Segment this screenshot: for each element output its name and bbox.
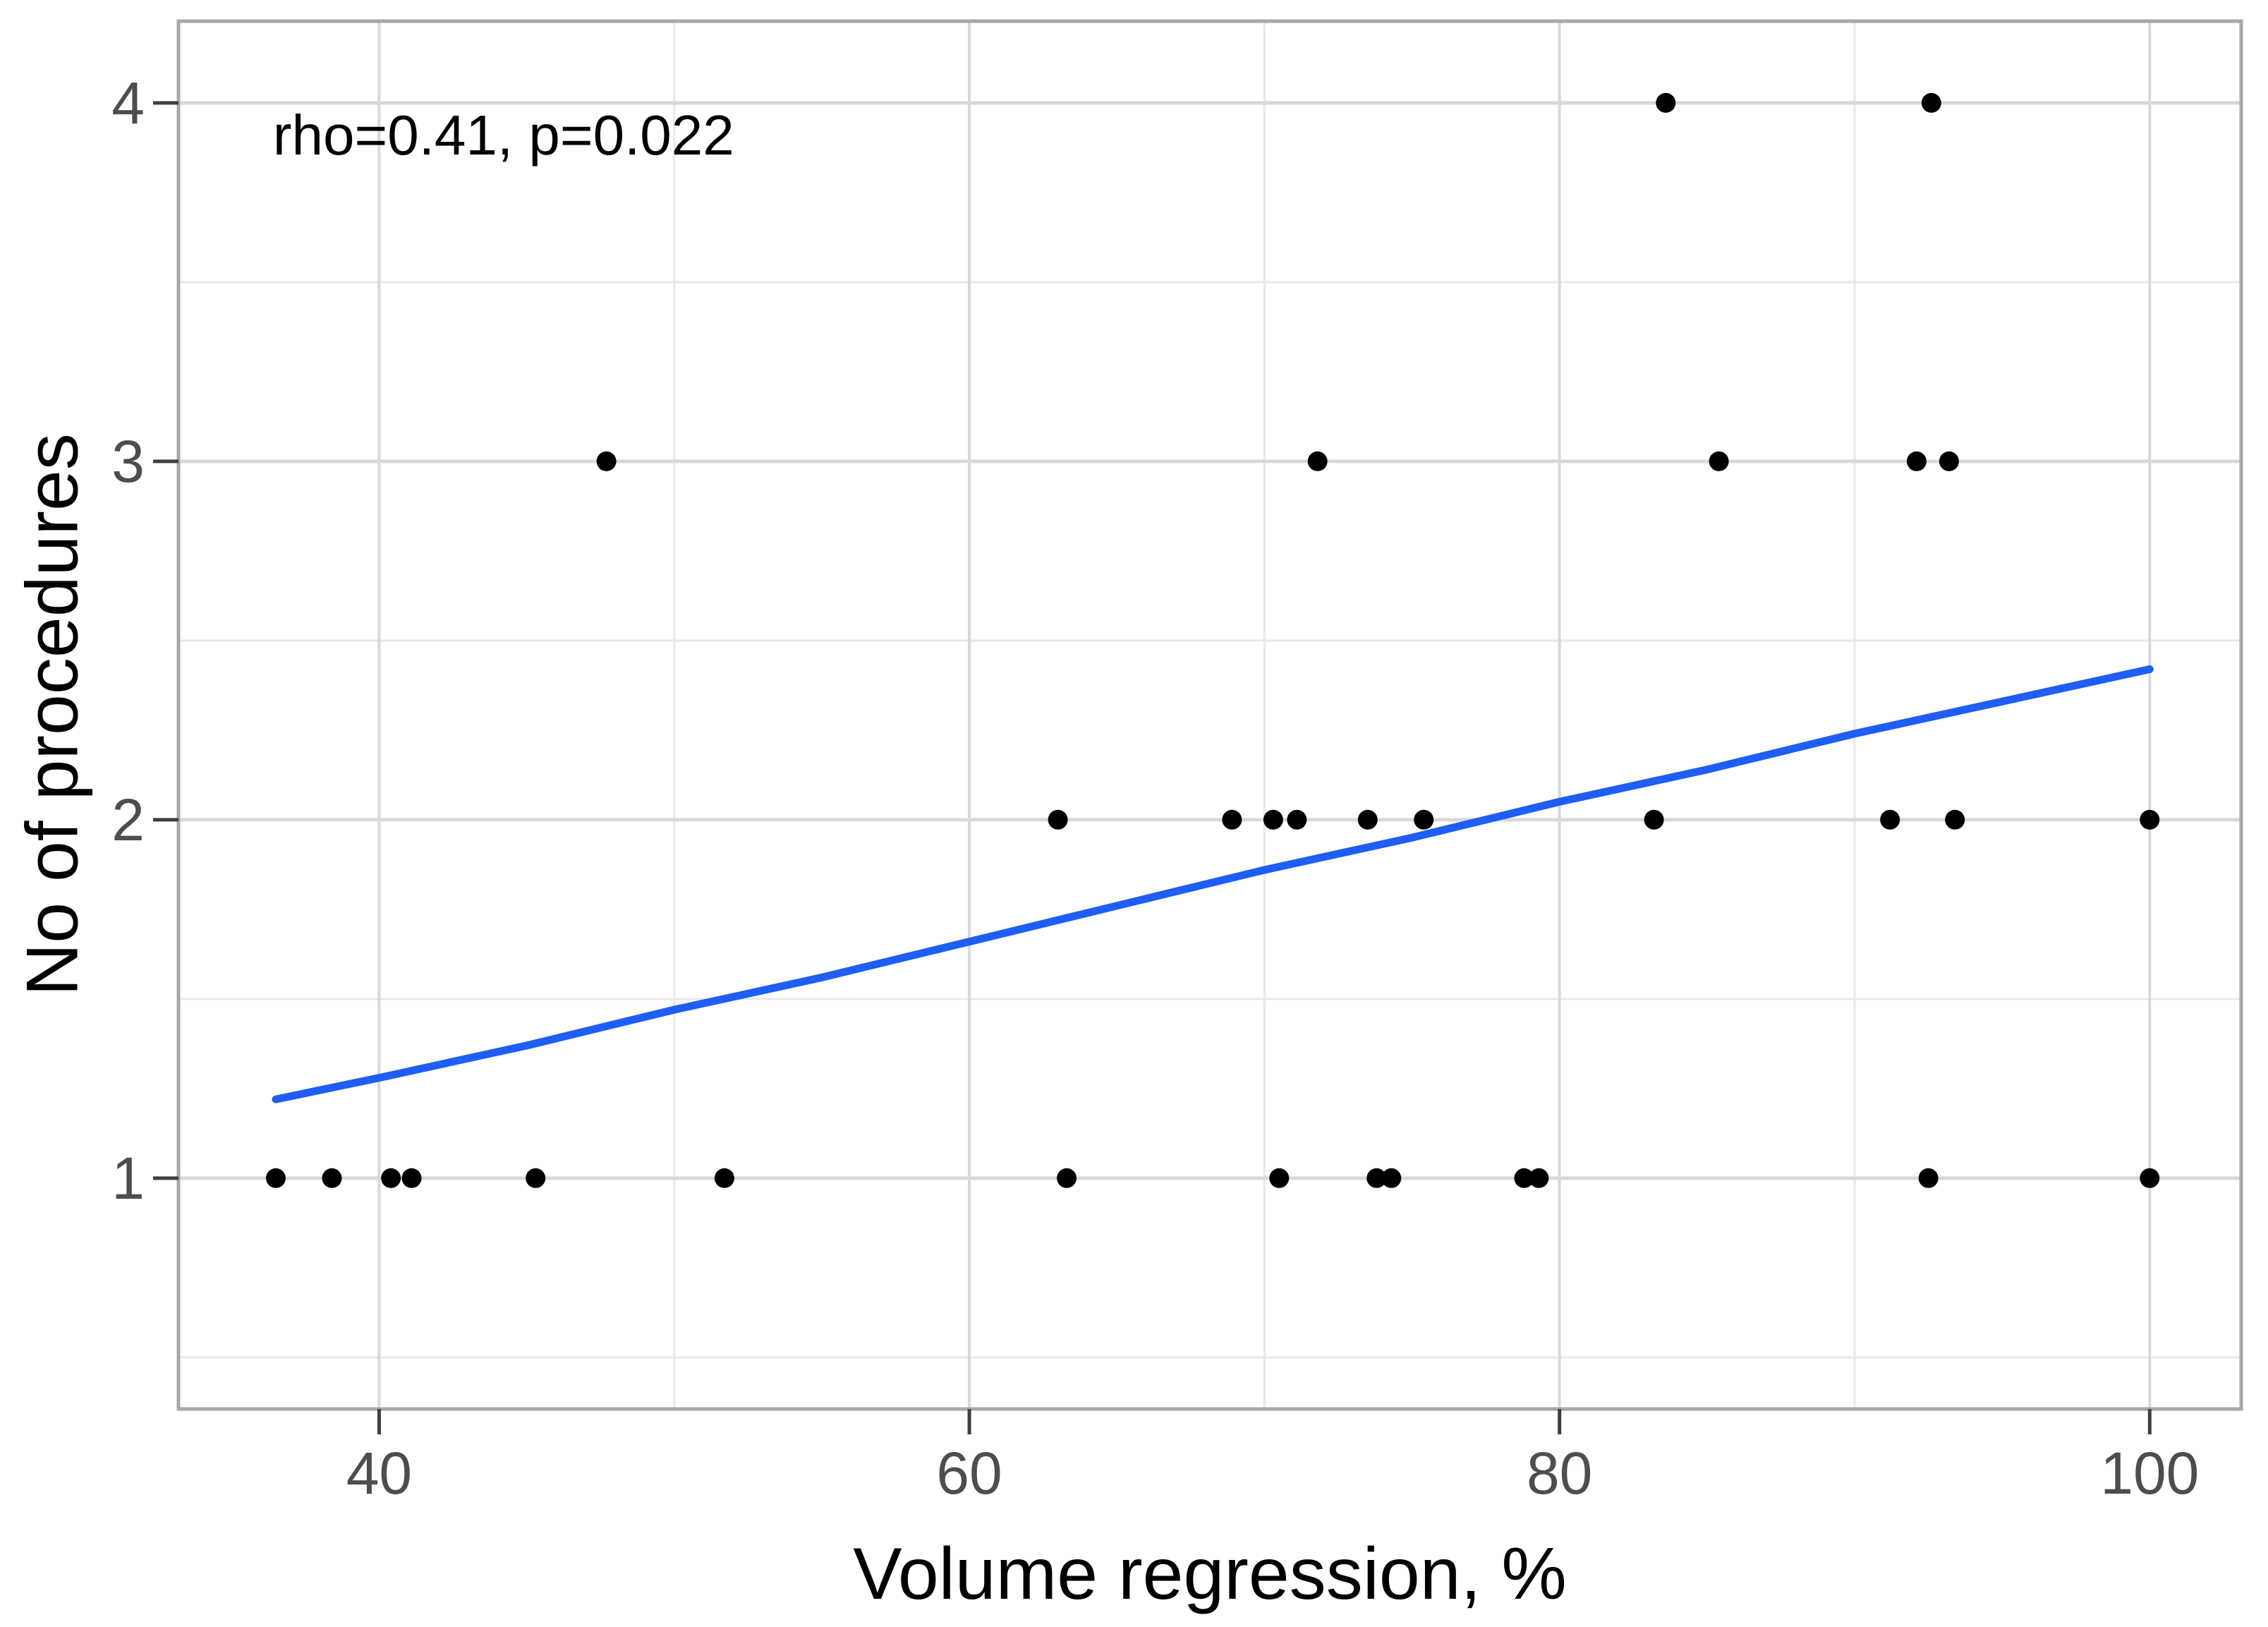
correlation-annotation: rho=0.41, p=0.022	[272, 103, 734, 167]
y-tick-label: 2	[111, 787, 145, 853]
data-point	[1366, 1168, 1387, 1188]
data-point	[1222, 809, 1242, 830]
y-axis-title: No of procedures	[11, 433, 94, 996]
data-point	[1048, 809, 1068, 830]
data-point	[1287, 809, 1307, 830]
data-point	[526, 1168, 546, 1188]
data-point	[1357, 809, 1378, 830]
data-point	[322, 1168, 342, 1188]
data-point	[714, 1168, 734, 1188]
data-point	[2140, 1168, 2160, 1188]
x-tick-label: 40	[346, 1440, 412, 1506]
data-point	[1529, 1168, 1549, 1188]
x-tick-label: 80	[1527, 1440, 1592, 1506]
x-axis-title: Volume regression, %	[853, 1533, 1567, 1615]
trend-line	[272, 665, 2154, 1103]
y-tick-label: 4	[111, 70, 145, 136]
data-point	[1263, 809, 1283, 830]
data-point	[381, 1168, 401, 1188]
data-point	[266, 1168, 286, 1188]
y-tick-label: 1	[111, 1145, 145, 1211]
data-point	[2140, 809, 2160, 830]
data-point	[1381, 1168, 1402, 1188]
y-tick-label: 3	[111, 428, 145, 495]
data-point	[1921, 92, 1941, 113]
data-point	[1939, 451, 1959, 471]
data-point	[1945, 809, 1965, 830]
data-point	[1906, 451, 1927, 471]
data-point	[1307, 451, 1328, 471]
data-point	[1514, 1168, 1534, 1188]
panel-border	[176, 19, 2243, 1411]
data-point	[1644, 809, 1664, 830]
x-tick-label: 60	[936, 1440, 1002, 1506]
data-point	[1880, 809, 1900, 830]
data-point	[1269, 1168, 1290, 1188]
data-point	[1414, 809, 1434, 830]
x-tick-label: 100	[2100, 1440, 2199, 1506]
data-point	[1656, 92, 1676, 113]
data-point	[596, 451, 617, 471]
data-point	[1918, 1168, 1939, 1188]
data-point	[1709, 451, 1729, 471]
data-point	[401, 1168, 422, 1188]
data-point	[1057, 1168, 1077, 1188]
